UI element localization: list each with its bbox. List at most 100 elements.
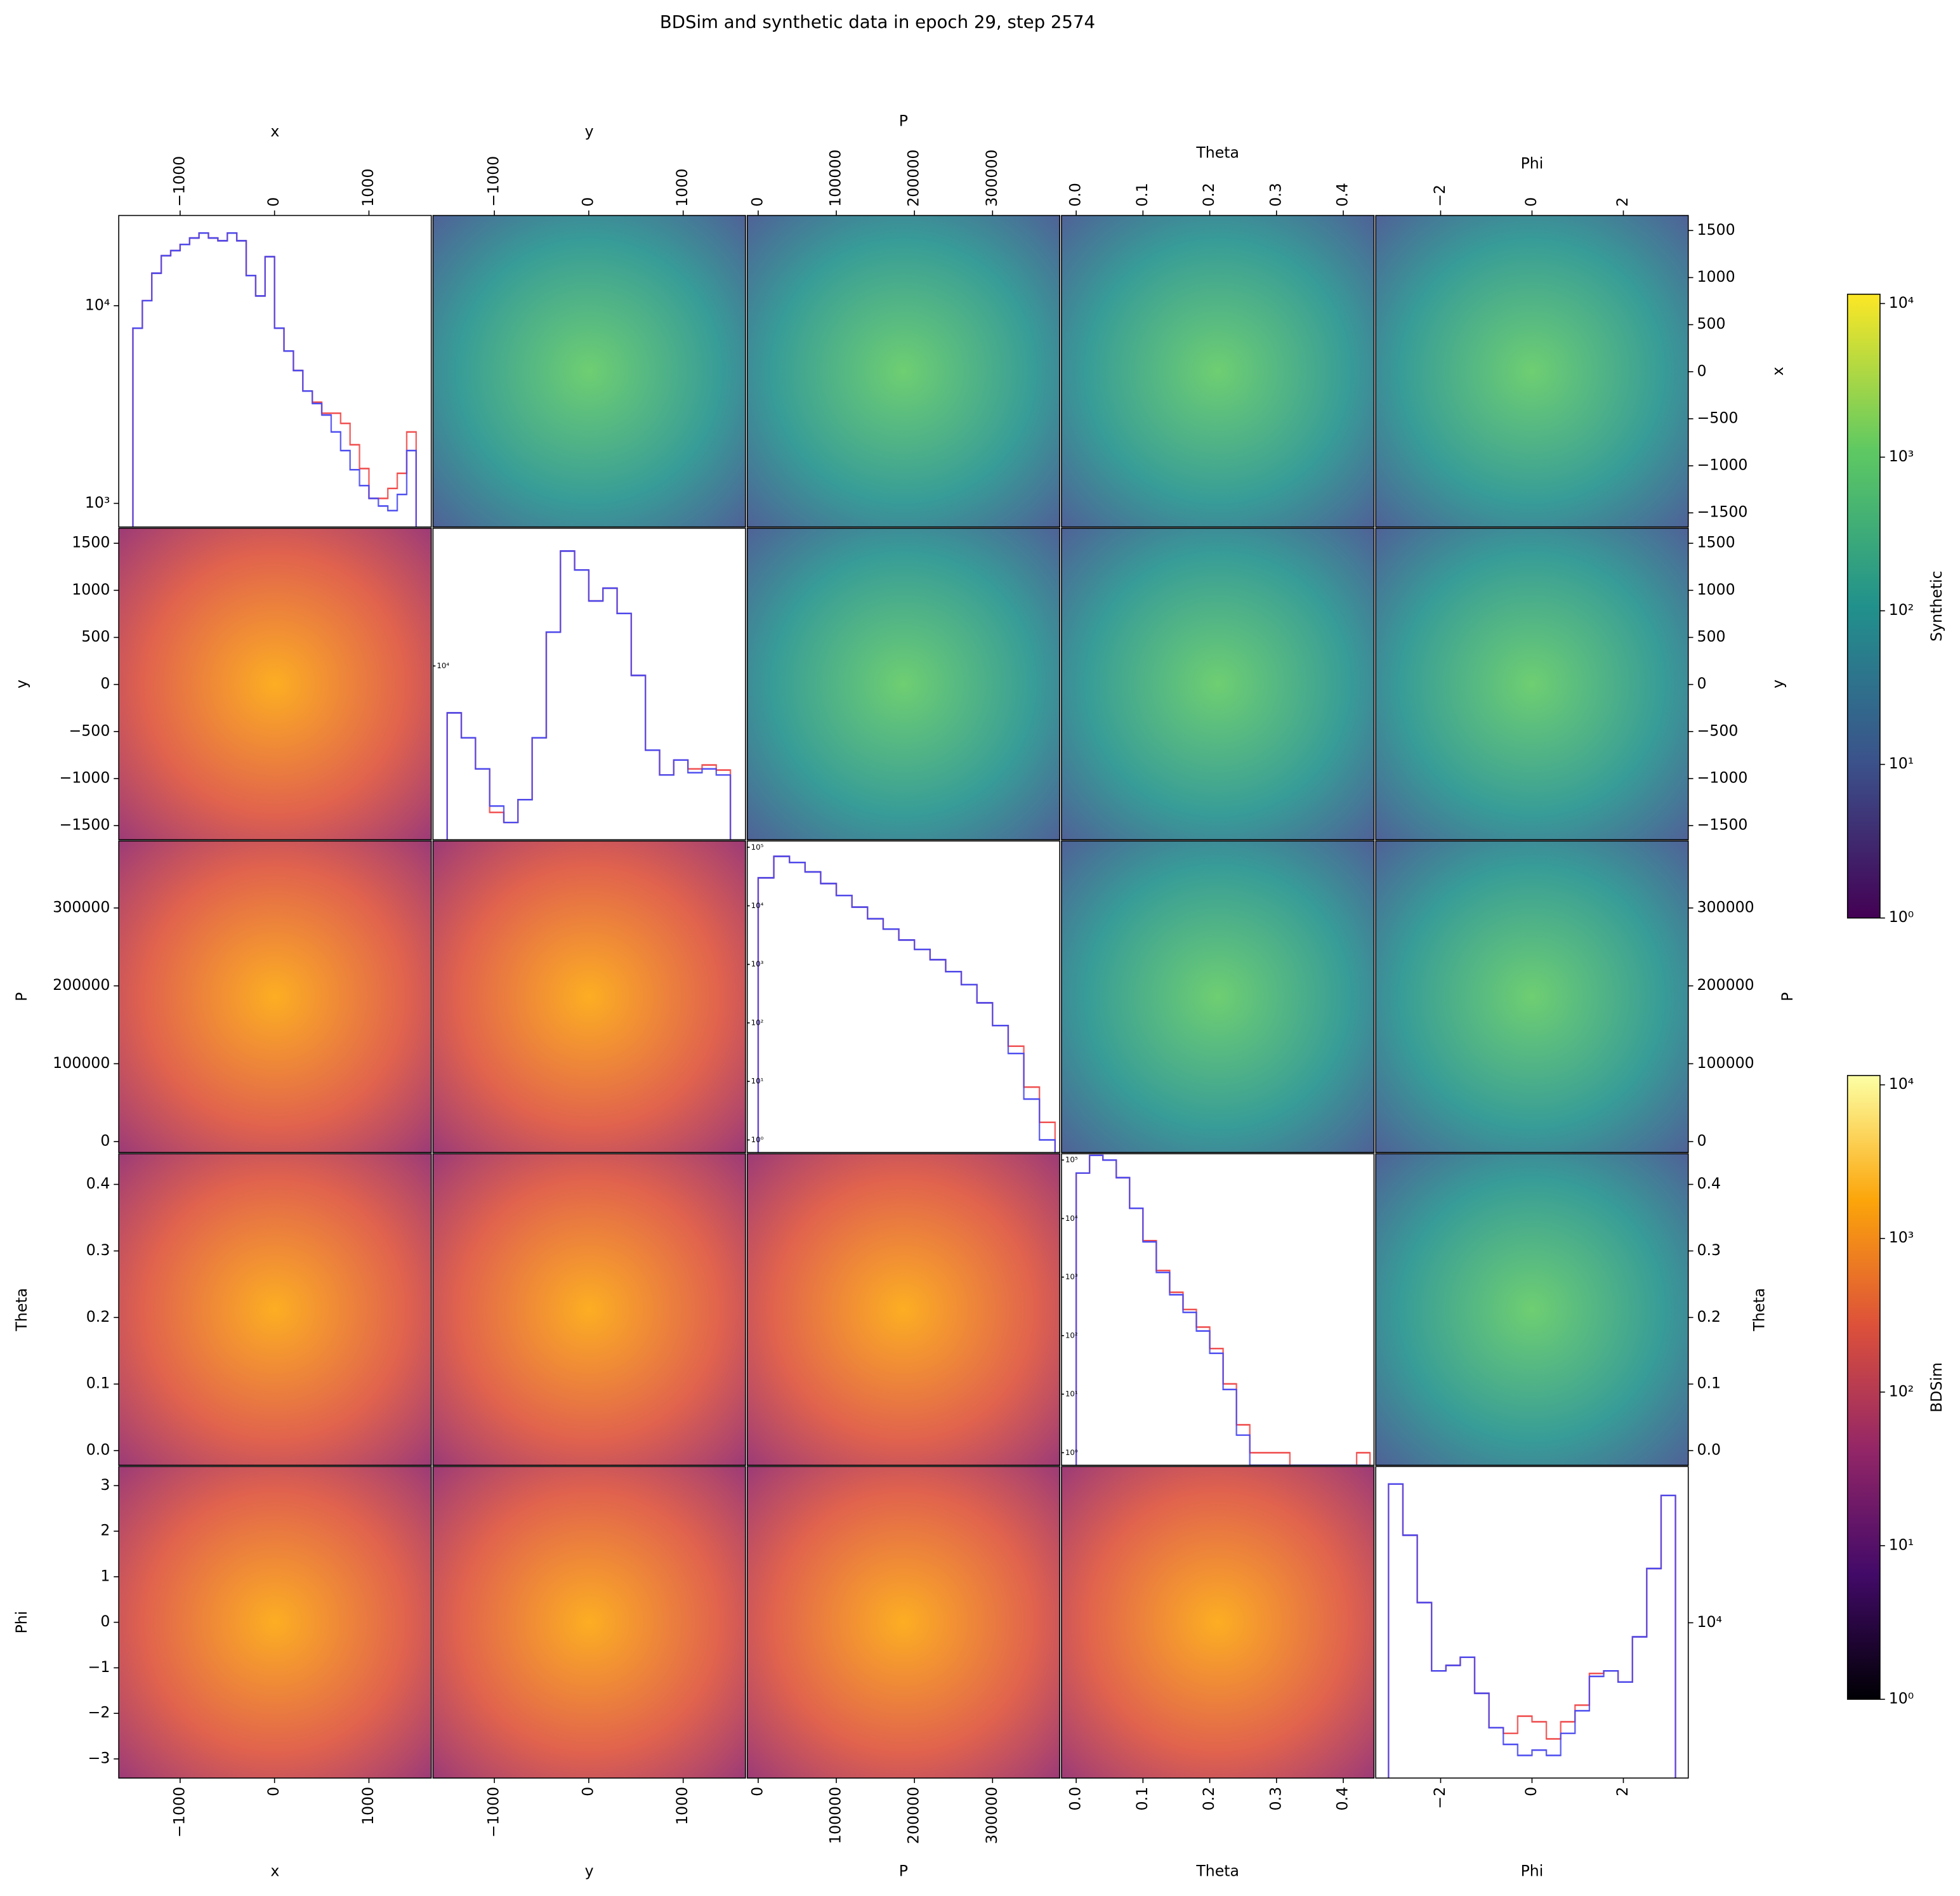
x-axis-label: y [585, 122, 594, 140]
colorbar-tick-label: 10² [1889, 601, 1914, 619]
y-tick-label: 0.4 [86, 1175, 110, 1192]
y-tick-label: 2 [100, 1522, 110, 1539]
colorbar-label: BDSim [1928, 1362, 1945, 1412]
x-axis-label: Phi [1521, 154, 1544, 172]
y-tick-label: 10⁵ [1065, 1155, 1078, 1164]
x-tick-label: 100000 [827, 1787, 845, 1844]
x-axis-label: P [899, 112, 908, 129]
x-tick-label: 0.3 [1266, 1787, 1284, 1811]
x-tick-label: 0 [1522, 197, 1540, 207]
y-tick-label: 0.3 [1697, 1241, 1721, 1259]
heatmap [433, 841, 746, 1153]
histogram-outline [1075, 1154, 1371, 1466]
panel-frame [1061, 527, 1375, 841]
y-tick-label: 10⁴ [1065, 1214, 1078, 1223]
y-tick-label: 0.0 [1697, 1441, 1721, 1459]
heatmap [119, 1154, 431, 1466]
x-tick-label: 0.3 [1266, 183, 1284, 207]
y-tick-label: 0.3 [86, 1241, 110, 1259]
y-axis-label: Phi [13, 1611, 30, 1634]
y-tick-label: 10¹ [751, 1077, 764, 1086]
y-tick-label: 0.2 [86, 1308, 110, 1326]
y-tick-label: 1500 [1697, 534, 1735, 551]
x-tick-label: 200000 [905, 150, 923, 207]
panel-frame [432, 840, 746, 1154]
y-tick-label: −1500 [1697, 503, 1748, 521]
x-tick-label: 1000 [673, 1787, 691, 1825]
x-tick-label: 1000 [673, 169, 691, 207]
y-tick-label: 10⁵ [751, 843, 764, 852]
y-tick-label: 100000 [53, 1054, 110, 1072]
y-tick-label: 1500 [1697, 221, 1735, 239]
histogram-series [757, 855, 1056, 1153]
y-axis-label: Theta [1750, 1288, 1768, 1332]
x-tick-label: 0 [579, 197, 596, 207]
y-tick-label: 0 [1697, 362, 1707, 379]
y-tick-label: 0.4 [1697, 1175, 1721, 1192]
chart-title: BDSim and synthetic data in epoch 29, st… [660, 11, 1095, 32]
y-tick-label: 3 [100, 1476, 110, 1494]
y-tick-label: −500 [1697, 721, 1739, 739]
y-tick-label: 100000 [1697, 1054, 1754, 1072]
y-tick-label: 10³ [85, 494, 110, 511]
y-tick-label: 0.2 [1697, 1308, 1721, 1326]
x-tick-label: 0.4 [1334, 1787, 1352, 1811]
x-tick-label: −1000 [170, 156, 188, 207]
colorbar-tick-label: 10⁴ [1889, 294, 1914, 312]
y-tick-label: 0 [1697, 675, 1707, 692]
heatmap [1376, 215, 1688, 527]
colorbar-tick-label: 10⁰ [1889, 1689, 1914, 1707]
histogram-outline [446, 550, 732, 840]
x-tick-label: 0 [748, 1787, 766, 1796]
y-tick-label: 1 [100, 1567, 110, 1584]
x-axis-label: Theta [1195, 144, 1239, 162]
x-tick-label: 0 [1522, 1787, 1540, 1796]
colorbar-tick-label: 10¹ [1889, 754, 1914, 772]
x-tick-label: 100000 [827, 150, 845, 207]
heatmap [119, 841, 431, 1153]
x-tick-label: 0.2 [1200, 183, 1218, 207]
x-tick-label: 0.0 [1067, 1787, 1084, 1811]
y-tick-label: 10⁴ [1697, 1613, 1723, 1631]
x-tick-label: 0 [579, 1787, 596, 1796]
panel-frame [118, 1153, 432, 1466]
heatmap [747, 215, 1060, 527]
x-tick-label: 0.1 [1133, 183, 1151, 207]
x-tick-label: 0 [748, 197, 766, 207]
y-tick-label: 10² [1065, 1331, 1078, 1340]
y-tick-label: −1500 [1697, 816, 1748, 834]
x-tick-label: 2 [1614, 197, 1631, 207]
panel-frame [1061, 1466, 1375, 1779]
y-axis-label: x [1769, 367, 1787, 376]
x-tick-label: 0 [265, 1787, 282, 1796]
x-tick-label: 0.4 [1334, 183, 1352, 207]
colorbar-tick-label: 10⁰ [1889, 908, 1914, 926]
x-axis-label: P [899, 1862, 908, 1880]
panel-frame [118, 840, 432, 1154]
histogram-series [132, 232, 418, 527]
y-tick-label: −3 [88, 1749, 110, 1767]
y-tick-label: −1500 [59, 816, 110, 834]
x-axis-label: x [270, 122, 279, 140]
x-tick-label: 0.1 [1133, 1787, 1151, 1811]
colorbar-tick-label: 10¹ [1889, 1536, 1914, 1553]
y-tick-label: 1000 [1697, 581, 1735, 598]
y-tick-label: 10⁴ [437, 661, 449, 670]
y-axis-label: y [1769, 680, 1787, 688]
heatmap [433, 215, 746, 527]
heatmap [1061, 841, 1374, 1153]
y-tick-label: 10³ [1065, 1272, 1078, 1281]
x-tick-label: 0.2 [1200, 1787, 1218, 1811]
y-tick-label: 1000 [1697, 268, 1735, 286]
x-tick-label: 0.0 [1067, 183, 1084, 207]
y-tick-label: −500 [1697, 409, 1739, 426]
heatmap [1061, 528, 1374, 840]
y-tick-label: 200000 [53, 976, 110, 994]
x-tick-label: −1000 [485, 1787, 503, 1838]
y-tick-label: 0 [1697, 1132, 1707, 1150]
heatmap [1376, 1154, 1688, 1466]
histogram-outline [757, 855, 1056, 1153]
y-tick-label: −2 [88, 1704, 110, 1722]
y-tick-label: −1000 [1697, 456, 1748, 474]
